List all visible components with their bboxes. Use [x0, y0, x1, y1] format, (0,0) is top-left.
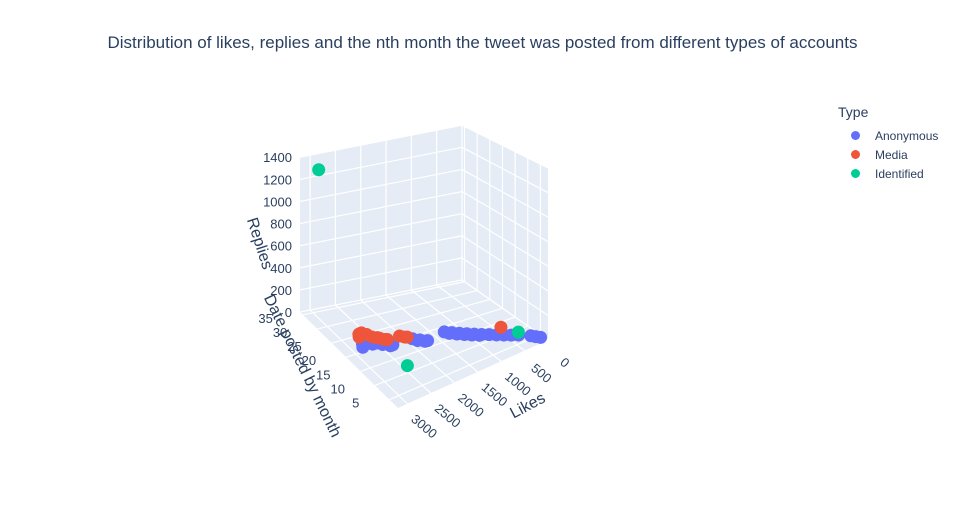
grid-line-y	[360, 316, 516, 372]
x-tick-label: 0	[557, 354, 572, 370]
grid-line-z	[299, 279, 463, 313]
y-tick-label: 30	[273, 325, 287, 340]
z-tick-label: 0	[285, 305, 292, 320]
legend-marker-anonymous	[851, 131, 860, 140]
legend: Type Anonymous Media Identified	[838, 104, 938, 183]
grid-line-z	[461, 124, 549, 169]
chart-title: Distribution of likes, replies and the n…	[107, 33, 858, 52]
grid-line-x	[411, 289, 502, 362]
y-tick-label: 15	[316, 367, 330, 382]
z-tick-label: 800	[270, 217, 292, 232]
data-point-anonymous[interactable]	[356, 340, 370, 354]
data-point-media[interactable]	[400, 330, 414, 344]
series-identified	[312, 163, 525, 373]
grid-line-x	[309, 309, 408, 405]
y-tick-label: 35	[258, 311, 272, 326]
z-tick-label: 1000	[263, 194, 292, 209]
grid-line-z	[461, 213, 549, 267]
y-tick-label: 10	[330, 381, 344, 396]
x-tick-label: 3000	[408, 411, 440, 441]
data-point-identified[interactable]	[312, 163, 326, 177]
grid-line-z	[299, 257, 463, 291]
y-tick-label: 25	[287, 339, 301, 354]
data-point-media[interactable]	[494, 320, 508, 334]
grid-line-z	[461, 168, 549, 218]
legend-label-anonymous: Anonymous	[875, 128, 939, 143]
legend-item-anonymous[interactable]: Anonymous	[838, 126, 938, 145]
grid-line-x	[385, 294, 479, 373]
data-point-anonymous[interactable]	[534, 330, 548, 344]
grid-line-y	[302, 281, 465, 316]
z-tick-label: 200	[270, 283, 292, 298]
grid-line-y	[389, 334, 541, 401]
grid-line-z	[299, 235, 463, 269]
grid-line-z	[299, 124, 463, 158]
series-media	[352, 320, 508, 347]
data-point-identified[interactable]	[511, 325, 525, 339]
legend-label-identified: Identified	[875, 166, 924, 181]
z-tick-label: 400	[270, 261, 292, 276]
side-wall-pane	[462, 125, 548, 340]
data-point-media[interactable]	[380, 332, 394, 346]
grid-line-z	[299, 190, 463, 225]
grid-line-y	[317, 290, 478, 330]
grid-line-z	[461, 191, 549, 243]
grid-line-z	[461, 235, 549, 292]
z-tick-label: 1200	[263, 172, 292, 187]
legend-marker-media	[851, 150, 860, 159]
data-point-identified[interactable]	[400, 359, 414, 373]
x-tick-label: 500	[528, 360, 554, 385]
grid-line-z	[461, 257, 549, 316]
z-tick-label: 1400	[263, 150, 292, 165]
grid-line-z	[461, 146, 549, 194]
y-tick-label: 5	[352, 396, 359, 411]
legend-item-media[interactable]: Media	[838, 145, 938, 164]
z-tick-label: 600	[270, 239, 292, 254]
legend-label-media: Media	[875, 147, 908, 162]
data-point-anonymous[interactable]	[421, 334, 435, 348]
legend-marker-identified	[851, 169, 860, 178]
x-axis-title: Likes	[507, 390, 548, 423]
grid-line-z	[299, 168, 463, 203]
grid-line-z	[299, 213, 463, 247]
legend-title: Type	[838, 104, 869, 120]
grid-line-z	[299, 146, 463, 180]
y-tick-label: 20	[302, 353, 316, 368]
legend-item-identified[interactable]: Identified	[838, 164, 938, 183]
